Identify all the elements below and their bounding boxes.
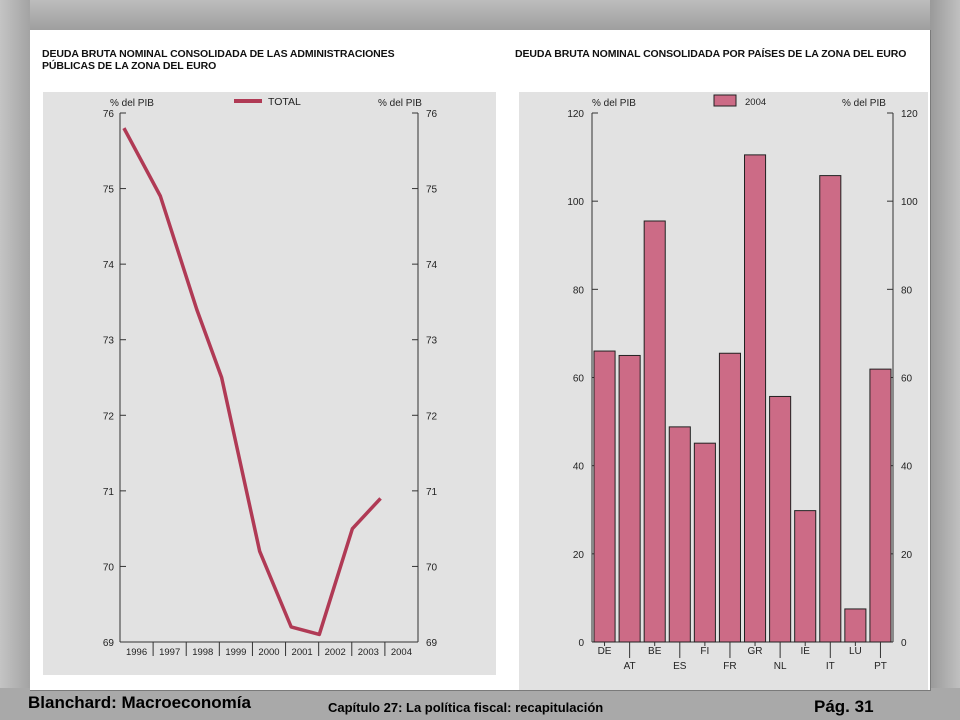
frame-bottom-bar: [0, 688, 960, 720]
frame-right-bevel: [930, 0, 960, 690]
line-chart-legend-label: TOTAL: [268, 96, 301, 108]
bar-chart-x-tick-label: IE: [800, 646, 810, 657]
bar-chart-x-tick-label: IT: [826, 661, 835, 672]
line-chart-x-tick-label: 2004: [391, 647, 412, 658]
bar-ie: [794, 510, 817, 643]
line-chart-y-tick-label-left: 74: [103, 260, 115, 271]
bar-chart-y-tick-label-left: 80: [573, 285, 585, 296]
left-chart-title-line-1: DEUDA BRUTA NOMINAL CONSOLIDADA DE LAS A…: [42, 48, 395, 60]
bar-chart-legend-swatch: [713, 94, 737, 107]
line-chart-x-tick-label: 2003: [358, 647, 379, 658]
line-chart-y-axis-label-right: % del PIB: [378, 98, 422, 109]
bar-es: [668, 426, 691, 643]
bar-fr: [718, 352, 741, 643]
line-chart-y-tick-label-left: 75: [103, 185, 115, 196]
bar-chart-x-tick-label: FR: [723, 661, 736, 672]
bar-lu: [844, 608, 867, 643]
bar-chart-y-tick-label-right: 20: [901, 550, 913, 561]
line-chart-x-tick-label: 1996: [126, 647, 147, 658]
bar-chart-x-tick-label: GR: [748, 646, 763, 657]
footer-page-number: Pág. 31: [814, 697, 874, 716]
footer-chapter-title: Capítulo 27: La política fiscal: recapit…: [328, 700, 604, 715]
line-chart-x-tick-label: 2000: [258, 647, 279, 658]
bar-it: [819, 175, 842, 643]
bar-chart-y-axis-label-right: % del PIB: [842, 98, 886, 109]
line-chart-y-tick-label-left: 73: [103, 336, 115, 347]
line-chart-y-tick-label-right: 70: [426, 562, 438, 573]
bar-at: [618, 354, 641, 643]
line-chart-y-tick-label-right: 69: [426, 638, 438, 649]
bar-nl: [769, 395, 792, 643]
bar-chart-y-tick-label-left: 120: [567, 109, 584, 120]
line-chart-y-tick-label-right: 76: [426, 109, 438, 120]
bar-chart-x-tick-label: BE: [648, 646, 662, 657]
line-chart-y-tick-label-right: 75: [426, 185, 438, 196]
left-chart-title: DEUDA BRUTA NOMINAL CONSOLIDADA DE LAS A…: [42, 48, 395, 72]
bar-chart-x-tick-label: LU: [849, 646, 862, 657]
bar-chart-x-tick-label: NL: [774, 661, 787, 672]
line-chart-series-total: [122, 127, 382, 637]
line-chart-x-tick-label: 2002: [325, 647, 346, 658]
bar-chart-y-axis-label-left: % del PIB: [592, 98, 636, 109]
line-chart-y-tick-label-right: 71: [426, 487, 438, 498]
bar-gr: [744, 154, 767, 643]
bar-chart-x-tick-label: FI: [700, 646, 709, 657]
frame-left-bevel: [0, 0, 30, 690]
line-chart-x-tick-label: 1999: [225, 647, 246, 658]
bar-chart-y-tick-label-left: 60: [573, 374, 585, 385]
bar-chart-y-tick-label-right: 60: [901, 374, 913, 385]
bar-chart-y-tick-label-left: 20: [573, 550, 585, 561]
line-chart-x-tick-label: 1997: [159, 647, 180, 658]
line-chart-y-tick-label-right: 74: [426, 260, 438, 271]
line-chart-x-tick-label: 1998: [192, 647, 213, 658]
bar-chart-legend-label: 2004: [745, 97, 766, 108]
bar-chart-y-tick-label-left: 0: [578, 638, 584, 649]
slide-sheet: DEUDA BRUTA NOMINAL CONSOLIDADA DE LAS A…: [30, 30, 931, 691]
bar-chart-y-tick-label-right: 80: [901, 285, 913, 296]
line-chart-x-tick-label: 2001: [292, 647, 313, 658]
line-chart-y-tick-label-left: 72: [103, 411, 115, 422]
bar-fi: [693, 442, 716, 643]
bar-be: [643, 220, 666, 643]
bar-chart-y-tick-label-right: 100: [901, 197, 918, 208]
line-chart-y-tick-label-left: 70: [103, 562, 115, 573]
right-chart-title: DEUDA BRUTA NOMINAL CONSOLIDADA POR PAÍS…: [515, 48, 907, 60]
line-chart-y-tick-label-left: 76: [103, 109, 115, 120]
bar-chart-x-tick-label: ES: [673, 661, 687, 672]
bar-chart-y-tick-label-left: 40: [573, 462, 585, 473]
bar-chart-y-tick-label-right: 40: [901, 462, 913, 473]
bar-chart-x-tick-label: DE: [598, 646, 612, 657]
line-chart-y-tick-label-left: 69: [103, 638, 115, 649]
line-chart-y-axis-label-left: % del PIB: [110, 98, 154, 109]
bar-chart-y-tick-label-right: 0: [901, 638, 907, 649]
footer-book-title: Blanchard: Macroeconomía: [28, 693, 251, 712]
bar-de: [593, 350, 616, 643]
bar-chart-y-tick-label-right: 120: [901, 109, 918, 120]
left-chart-title-line-2: PÚBLICAS DE LA ZONA DEL EURO: [42, 60, 217, 72]
bar-chart-y-tick-label-left: 100: [567, 197, 584, 208]
frame-top-bevel: [0, 0, 960, 30]
line-chart-y-tick-label-right: 72: [426, 411, 438, 422]
bar-chart-x-tick-label: AT: [624, 661, 636, 672]
bar-chart-x-tick-label: PT: [874, 661, 887, 672]
bar-pt: [869, 368, 892, 643]
line-chart-y-tick-label-right: 73: [426, 336, 438, 347]
line-chart-y-tick-label-left: 71: [103, 487, 115, 498]
